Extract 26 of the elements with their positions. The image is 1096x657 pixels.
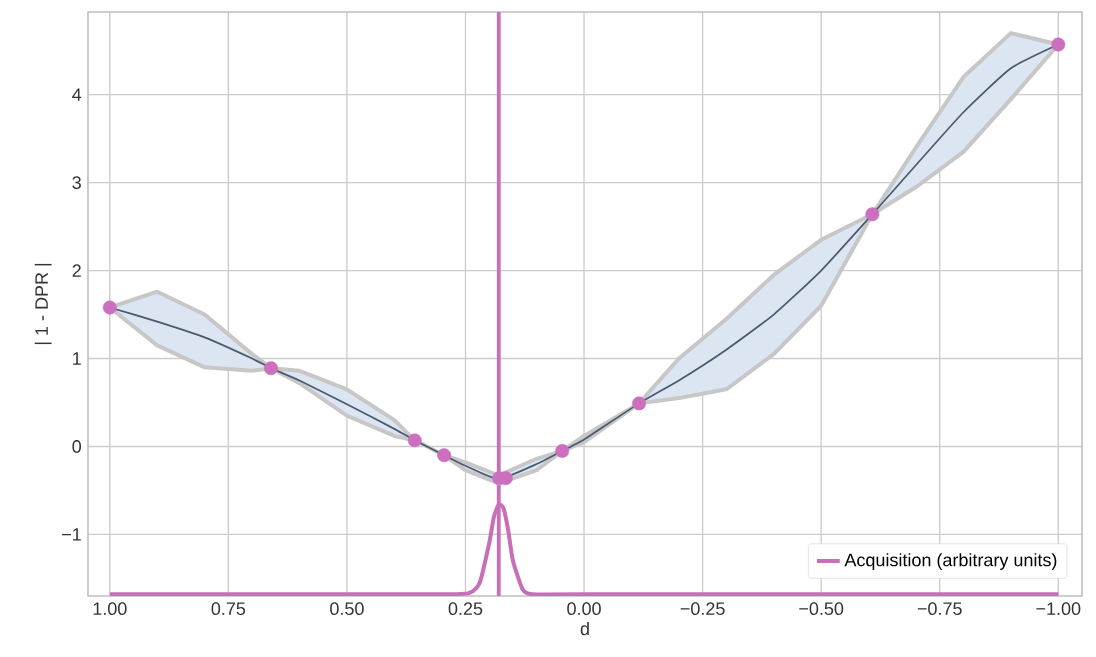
- x-axis-title: d: [580, 621, 589, 636]
- x-tick-label: 1.00: [93, 602, 127, 615]
- x-tick-label: −0.50: [799, 602, 844, 615]
- x-tick-label: 0.25: [448, 602, 483, 615]
- point: [1051, 37, 1066, 52]
- point: [407, 433, 422, 448]
- y-tick-label: 4: [72, 88, 82, 101]
- y-tick-label: 2: [72, 264, 81, 277]
- point: [102, 300, 117, 315]
- point: [632, 396, 646, 411]
- x-tick-label: −0.25: [680, 602, 725, 615]
- point: [865, 207, 880, 222]
- legend-label: Acquisition (arbitrary units): [844, 553, 1057, 570]
- x-tick-label: 0.50: [330, 602, 364, 615]
- y-tick-label: −1: [62, 528, 81, 541]
- x-tick-label: 0.00: [567, 602, 601, 615]
- y-tick-label: 3: [72, 176, 81, 189]
- y-tick-label: 0: [72, 440, 82, 453]
- y-tick-label: 1: [73, 352, 81, 365]
- x-tick-label: −0.75: [917, 602, 962, 615]
- x-tick-label: −1.00: [1036, 602, 1081, 615]
- point: [555, 443, 570, 458]
- y-axis-title: | 1 - DPR |: [34, 263, 52, 345]
- point: [437, 448, 452, 463]
- x-tick-label: 0.75: [211, 602, 246, 615]
- point: [264, 361, 278, 376]
